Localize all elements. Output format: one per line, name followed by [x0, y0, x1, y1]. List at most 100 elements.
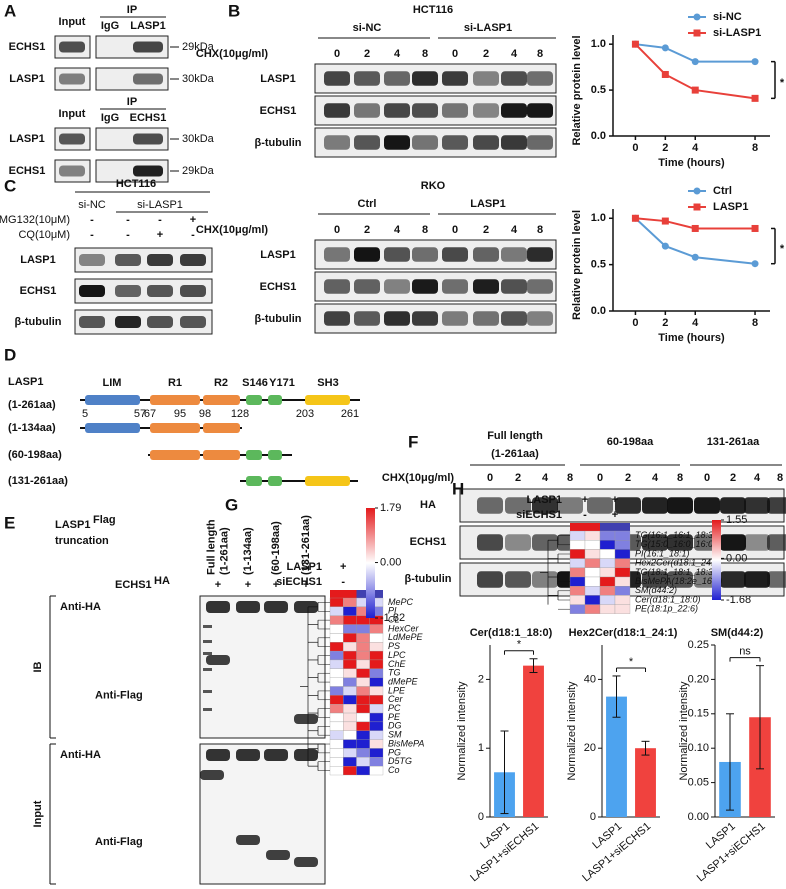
label: IgG: [101, 20, 119, 32]
heat-cell: [599, 567, 616, 578]
heat-cell: [599, 576, 616, 587]
heat-cell: [599, 540, 616, 550]
label: -: [126, 229, 130, 241]
panel-letter: D: [4, 345, 16, 364]
label: 2: [483, 48, 489, 60]
label: si-NC: [78, 199, 106, 211]
blot-band: [354, 247, 380, 262]
bar: [635, 748, 656, 817]
label: 4: [511, 224, 518, 236]
label: HexCer: [388, 623, 420, 633]
y-tick-label: 0.0: [591, 130, 606, 142]
label: TG: [388, 668, 401, 678]
label: LASP1: [55, 519, 90, 531]
blot-band: [133, 73, 163, 85]
label: 4: [394, 224, 401, 236]
heat-cell: [369, 650, 384, 661]
label: Flag: [93, 514, 116, 526]
label: 29kDa: [182, 165, 215, 177]
annotation: *: [780, 77, 785, 89]
heat-cell: [369, 730, 384, 740]
label: 4: [394, 48, 401, 60]
label: 60-198aa: [607, 436, 654, 448]
heat-cell: [343, 730, 357, 740]
heat-cell: [614, 586, 631, 596]
point: [751, 224, 759, 232]
blot-band: [294, 749, 318, 761]
y-axis-label: Normalized intensity: [566, 681, 578, 781]
label: 2: [515, 472, 521, 484]
label: LASP1: [9, 133, 44, 145]
heat-cell: [584, 586, 601, 596]
heat-cell: [343, 695, 357, 705]
domain: [268, 476, 282, 486]
annotation: *: [629, 656, 634, 668]
series-line: [635, 43, 756, 63]
label: -: [126, 214, 130, 226]
label: (131-261aa): [8, 475, 68, 487]
label: 0: [704, 472, 710, 484]
label: PI: [388, 606, 397, 616]
label: Y171: [269, 377, 295, 389]
label: β-tubulin: [254, 137, 301, 149]
heat-cell: [356, 668, 370, 678]
heat-cell: [569, 586, 586, 596]
blot-band: [532, 534, 558, 551]
heat-cell: [584, 530, 601, 541]
heat-cell: [343, 766, 357, 776]
label: Full length: [205, 519, 217, 575]
point: [661, 70, 669, 78]
blot-band: [473, 279, 499, 294]
heat-cell: [343, 712, 357, 723]
legend-label: Ctrl: [713, 185, 732, 197]
blot-band: [294, 857, 318, 867]
label: 57: [134, 408, 146, 420]
heat-cell: [614, 549, 631, 559]
heat-cell: [569, 540, 586, 550]
blot-band: [720, 534, 746, 551]
label: 8: [537, 224, 543, 236]
panel-letter: B: [228, 1, 240, 20]
label: 0: [487, 472, 493, 484]
y-tick-label: 0.15: [688, 708, 709, 720]
x-tick-label: 4: [692, 142, 699, 154]
label: β-tubulin: [14, 316, 61, 328]
ladder-band: [203, 690, 212, 693]
heat-cell: [584, 576, 601, 587]
blot-band: [744, 497, 770, 514]
heat-cell: [329, 739, 344, 749]
label: Anti-Flag: [95, 836, 143, 848]
heat-cell: [614, 558, 631, 568]
heat-cell: [329, 677, 344, 687]
label: -: [191, 229, 195, 241]
label: ECHS1: [260, 105, 297, 117]
label: ECHS1: [20, 285, 57, 297]
label: si-LASP1: [137, 199, 183, 211]
blot-band: [501, 71, 527, 86]
y-axis-label: Normalized intensity: [456, 681, 468, 781]
heat-cell: [599, 595, 616, 605]
blot-band: [384, 311, 410, 326]
heat-cell: [584, 604, 601, 614]
label: CHX(10μg/ml): [196, 48, 268, 60]
y-tick-label: 0: [590, 811, 596, 823]
blot-band: [473, 103, 499, 118]
heat-cell: [343, 642, 357, 652]
label: Cer(d18:1_18:0): [635, 594, 701, 604]
label: 203: [296, 408, 314, 420]
label: SM: [388, 730, 402, 740]
domain: [305, 476, 350, 486]
label: LASP1: [287, 561, 322, 573]
blot-band: [180, 254, 206, 266]
ladder-band: [203, 652, 212, 655]
blot-band: [115, 285, 141, 297]
heat-cell: [356, 686, 370, 696]
annotation: *: [780, 243, 785, 255]
heat-cell: [329, 606, 344, 616]
point: [751, 94, 759, 102]
blot-band: [477, 534, 503, 551]
label: PG: [388, 747, 401, 757]
label: -1.82: [380, 612, 405, 624]
blot-band: [642, 497, 668, 514]
label: LdMePE: [388, 632, 424, 642]
